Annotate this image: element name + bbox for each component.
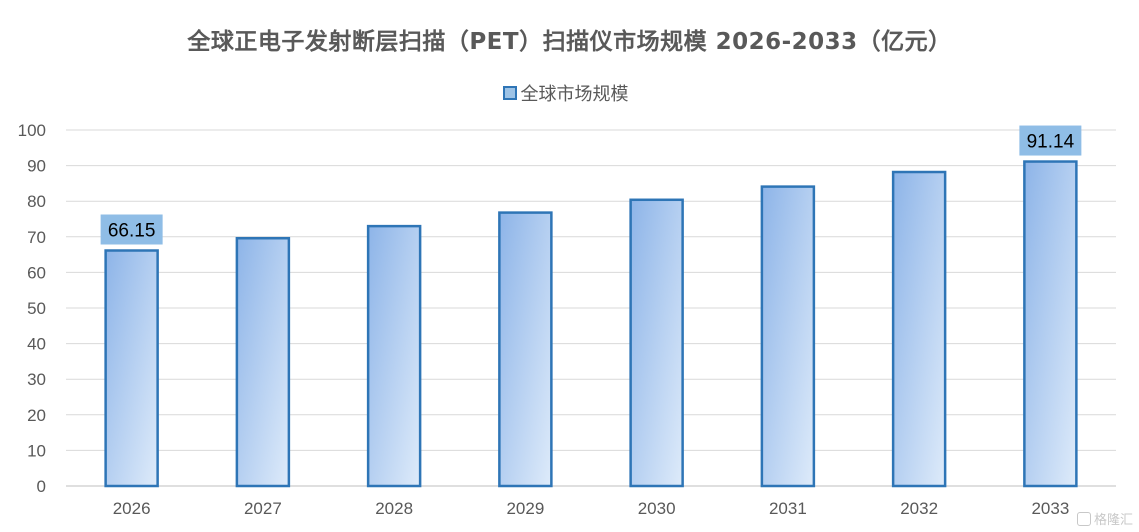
legend: 全球市场规模 bbox=[0, 80, 1139, 106]
watermark-text: 格隆汇 bbox=[1093, 513, 1133, 528]
data-label-box bbox=[100, 214, 163, 245]
bars bbox=[104, 160, 1078, 488]
y-tick-label: 100 bbox=[18, 121, 46, 140]
watermark: 格隆汇 bbox=[1076, 509, 1133, 528]
y-tick-label: 10 bbox=[27, 441, 46, 460]
bar-2031 bbox=[760, 185, 816, 488]
legend-swatch bbox=[502, 86, 517, 100]
x-tick-label: 2028 bbox=[375, 499, 413, 518]
data-label-value: 66.15 bbox=[108, 221, 156, 242]
y-tick-label: 80 bbox=[27, 192, 46, 211]
data-labels: 66.15 91.14 bbox=[100, 125, 1082, 245]
data-label: 66.15 bbox=[100, 214, 163, 245]
gridlines bbox=[66, 129, 1116, 487]
x-tick-label: 2032 bbox=[900, 499, 938, 518]
x-tick-label: 2026 bbox=[113, 499, 151, 518]
bar-2030 bbox=[629, 198, 684, 488]
logo-mark-icon bbox=[1076, 511, 1091, 526]
y-tick-label: 90 bbox=[27, 157, 46, 176]
bar-2028 bbox=[366, 224, 422, 488]
x-tick-label: 2031 bbox=[769, 499, 807, 518]
y-tick-label: 30 bbox=[27, 370, 46, 389]
data-label-box bbox=[1019, 125, 1082, 156]
bar-2026 bbox=[104, 249, 159, 488]
y-tick-label: 50 bbox=[27, 299, 46, 318]
y-tick-label: 70 bbox=[27, 228, 46, 247]
y-tick-label: 60 bbox=[27, 263, 46, 282]
x-axis-ticks: 2026 2027 2028 2029 2030 2031 2032 2033 bbox=[113, 499, 1070, 518]
y-tick-label: 20 bbox=[27, 406, 46, 425]
y-tick-label: 0 bbox=[37, 477, 46, 496]
x-tick-label: 2030 bbox=[638, 499, 676, 518]
x-tick-label: 2029 bbox=[506, 499, 544, 518]
chart-title: 全球正电子发射断层扫描（PET）扫描仪市场规模 2026-2033（亿元） bbox=[187, 29, 952, 55]
bar-2032 bbox=[891, 170, 947, 488]
x-tick-label: 2027 bbox=[244, 499, 282, 518]
bar-2033 bbox=[1023, 160, 1078, 488]
y-axis-ticks: 0 10 20 30 40 50 60 70 80 90 100 bbox=[18, 121, 46, 496]
y-tick-label: 40 bbox=[27, 335, 46, 354]
legend-label: 全球市场规模 bbox=[520, 84, 629, 105]
bar-2029 bbox=[498, 211, 553, 488]
data-label: 91.14 bbox=[1019, 125, 1082, 156]
x-tick-label: 2033 bbox=[1031, 499, 1069, 518]
data-label-value: 91.14 bbox=[1027, 132, 1075, 153]
bar-2027 bbox=[235, 236, 291, 488]
